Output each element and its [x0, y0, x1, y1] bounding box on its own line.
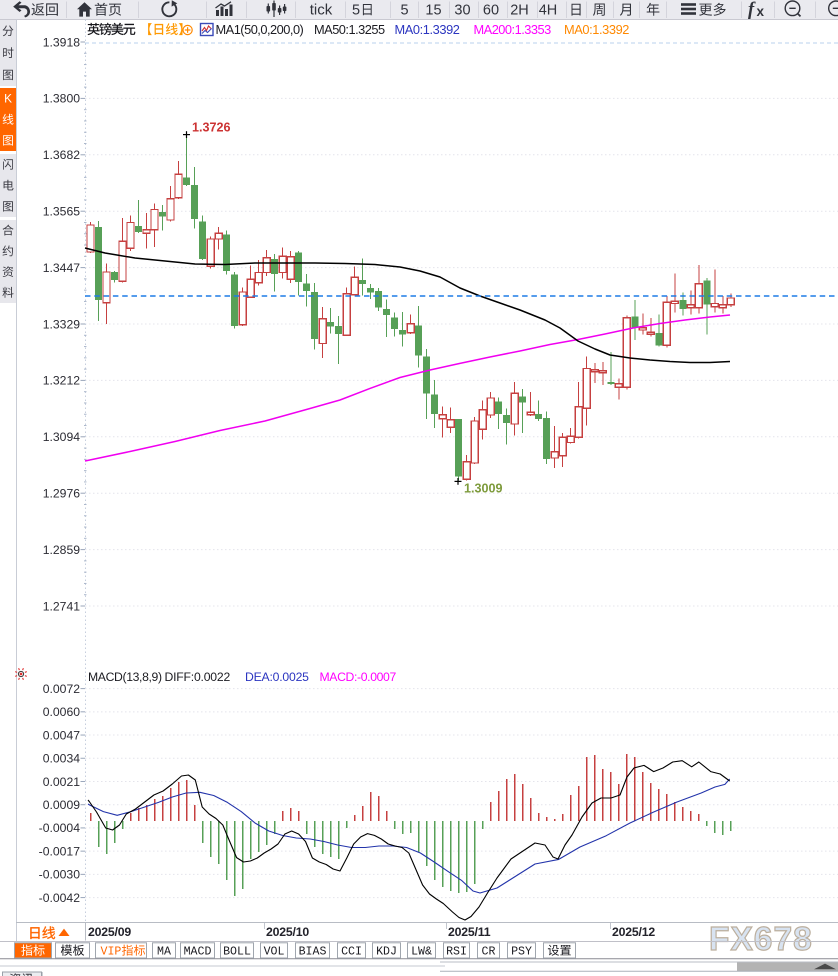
svg-text:PSY: PSY — [511, 945, 532, 958]
svg-text:5: 5 — [352, 2, 360, 18]
svg-text:VOL: VOL — [264, 945, 285, 958]
svg-text:CR: CR — [482, 945, 496, 958]
svg-text:-0.0017: -0.0017 — [39, 844, 81, 858]
svg-text:MA200:1.3353: MA200:1.3353 — [474, 22, 552, 37]
svg-text:1.3682: 1.3682 — [43, 148, 80, 162]
svg-text:1.3918: 1.3918 — [43, 35, 80, 49]
svg-text:MA50:1.3255: MA50:1.3255 — [314, 22, 385, 37]
svg-text:LW&: LW& — [411, 945, 432, 958]
svg-text:2025/10: 2025/10 — [266, 925, 309, 939]
svg-text:1.3329: 1.3329 — [43, 317, 80, 331]
svg-text:MA: MA — [157, 945, 171, 958]
svg-text:30: 30 — [454, 2, 470, 18]
svg-text:tick: tick — [310, 1, 333, 18]
svg-text:KDJ: KDJ — [376, 945, 397, 958]
svg-text:RSI: RSI — [446, 945, 467, 958]
svg-text:-0.0004: -0.0004 — [39, 821, 81, 835]
svg-text:DEA:0.0025: DEA:0.0025 — [245, 670, 309, 684]
svg-text:DIFF:0.0022: DIFF:0.0022 — [165, 670, 231, 684]
svg-text:MACD:-0.0007: MACD:-0.0007 — [320, 670, 397, 684]
svg-text:MA1(50,0,200,0): MA1(50,0,200,0) — [216, 22, 304, 37]
svg-text:15: 15 — [425, 2, 441, 18]
svg-text:4H: 4H — [539, 2, 558, 18]
svg-text:f: f — [748, 0, 756, 20]
svg-text:1.3800: 1.3800 — [43, 92, 80, 106]
svg-text:VIP: VIP — [101, 945, 122, 958]
svg-text:1.3726: 1.3726 — [192, 121, 231, 135]
svg-text:60: 60 — [483, 2, 499, 18]
svg-text:0.0021: 0.0021 — [43, 775, 80, 789]
svg-text:-0.0030: -0.0030 — [39, 868, 81, 882]
svg-text:FX678: FX678 — [709, 921, 813, 958]
svg-text:1.3094: 1.3094 — [43, 430, 80, 444]
svg-text:1.2859: 1.2859 — [43, 543, 80, 557]
svg-text:0.0047: 0.0047 — [43, 728, 80, 742]
svg-text:K: K — [4, 92, 12, 106]
svg-text:-0.0042: -0.0042 — [39, 891, 81, 905]
svg-text:2025/12: 2025/12 — [612, 925, 655, 939]
svg-text:5: 5 — [400, 2, 408, 18]
svg-text:1.2976: 1.2976 — [43, 487, 80, 501]
svg-text:CCI: CCI — [341, 945, 362, 958]
svg-text:0.0072: 0.0072 — [43, 682, 80, 696]
svg-text:MACD(13,8,9): MACD(13,8,9) — [88, 670, 162, 684]
svg-text:MA0:1.3392: MA0:1.3392 — [564, 22, 629, 37]
svg-text:1.3212: 1.3212 — [43, 374, 80, 388]
svg-text:BOLL: BOLL — [223, 945, 251, 958]
svg-text:1.3009: 1.3009 — [464, 481, 503, 495]
svg-text:2H: 2H — [510, 2, 529, 18]
svg-text:1.3565: 1.3565 — [43, 205, 80, 219]
svg-text:MA0:1.3392: MA0:1.3392 — [395, 22, 460, 37]
svg-text:0.0034: 0.0034 — [43, 752, 80, 766]
svg-text:2025/09: 2025/09 — [88, 925, 131, 939]
svg-text:x: x — [757, 4, 765, 19]
svg-text:0.0060: 0.0060 — [43, 705, 80, 719]
svg-text:0.0009: 0.0009 — [43, 798, 80, 812]
svg-text:1.2741: 1.2741 — [43, 599, 80, 613]
svg-text:BIAS: BIAS — [299, 945, 327, 958]
svg-text:2025/11: 2025/11 — [448, 925, 491, 939]
svg-text:MACD: MACD — [184, 945, 212, 958]
svg-text:1.3447: 1.3447 — [43, 261, 80, 275]
